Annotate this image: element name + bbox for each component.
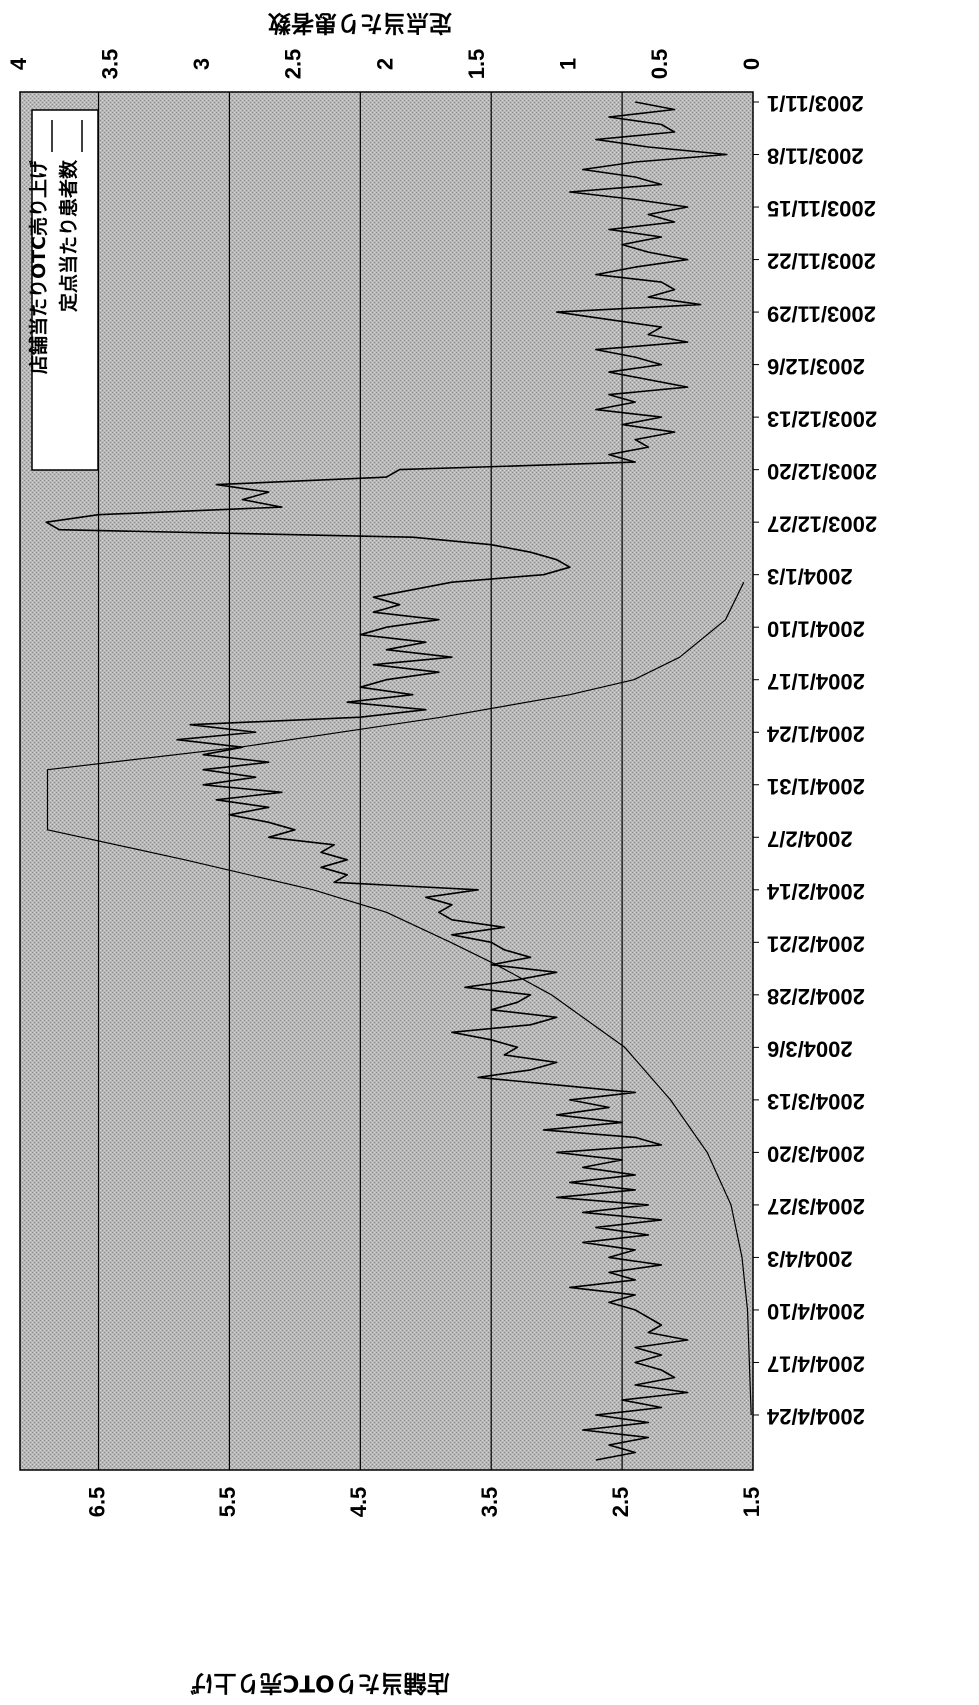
x-tick-label: 2004/4/17 <box>767 1352 865 1377</box>
left-axis-tick-label: 5.5 <box>215 1487 240 1518</box>
left-axis-tick-label: 3.5 <box>477 1487 502 1518</box>
right-axis-tick-label: 2.5 <box>281 49 306 80</box>
x-tick-label: 2004/1/31 <box>767 774 865 799</box>
series-line-otc-sales <box>45 101 728 1461</box>
x-tick-label: 2003/11/22 <box>767 249 876 274</box>
x-tick-label: 2003/11/15 <box>767 196 876 221</box>
legend: 店舗当たりOTC売り上げ 定点当たり患者数 <box>27 109 99 471</box>
left-axis-tick-label: 6.5 <box>84 1487 109 1518</box>
x-tick-label: 2004/2/14 <box>766 879 865 904</box>
plot-area <box>19 91 754 1471</box>
right-axis-tick-label: 3.5 <box>97 49 122 80</box>
x-tick-label: 2004/3/20 <box>767 1142 865 1167</box>
right-axis-tick-label: 2 <box>372 58 397 70</box>
x-tick-label: 2003/11/1 <box>767 91 864 116</box>
right-axis-tick-label: 1.5 <box>464 49 489 80</box>
x-axis-ticks: 2003/11/1 2003/11/8 2003/11/15 2003/11/22 20… <box>753 91 877 1429</box>
x-tick-label: 2004/3/6 <box>767 1037 853 1062</box>
left-axis-ticks: 1.5 2.5 3.5 4.5 5.5 6.5 <box>84 1487 763 1518</box>
left-axis-tick-label: 1.5 <box>739 1487 764 1518</box>
left-axis-title: 店舗当たりOTC売り上げ <box>189 1670 449 1696</box>
legend-label-otc: 店舗当たりOTC売り上げ <box>27 159 50 374</box>
x-tick-label: 2003/11/29 <box>767 301 876 326</box>
right-axis-tick-label: 3 <box>189 58 214 70</box>
x-tick-label: 2004/4/10 <box>767 1299 865 1324</box>
x-tick-label: 2003/12/20 <box>767 459 877 484</box>
right-axis-tick-label: 0.5 <box>647 49 672 80</box>
left-axis-tick-label: 2.5 <box>608 1487 633 1518</box>
x-tick-label: 2004/1/3 <box>767 564 853 589</box>
right-axis-tick-label: 1 <box>556 58 581 70</box>
x-tick-label: 2003/11/8 <box>767 144 864 169</box>
series-lines <box>45 101 752 1461</box>
x-tick-label: 2004/3/27 <box>767 1194 865 1219</box>
legend-box <box>31 109 99 471</box>
left-axis-tick-label: 4.5 <box>346 1487 371 1518</box>
x-tick-label: 2004/3/13 <box>767 1089 865 1114</box>
x-tick-label: 2004/4/3 <box>767 1247 853 1272</box>
right-axis-ticks: 0 0.5 1 1.5 2 2.5 3 3.5 4 <box>6 49 764 80</box>
x-tick-label: 2004/2/28 <box>767 984 865 1009</box>
right-axis-tick-label: 4 <box>6 57 31 70</box>
legend-label-patients: 定点当たり患者数 <box>57 159 80 312</box>
x-tick-label: 2004/2/21 <box>767 931 865 956</box>
x-tick-label: 2004/1/10 <box>767 616 865 641</box>
x-tick-label: 2004/4/24 <box>766 1404 865 1429</box>
x-tick-label: 2004/1/17 <box>767 669 865 694</box>
x-tick-label: 2003/12/27 <box>767 511 877 536</box>
series-line-patients <box>46 581 752 1416</box>
right-axis-title: 定点当たり患者数 <box>267 10 452 37</box>
right-axis-tick-label: 0 <box>739 58 764 70</box>
x-tick-label: 2004/1/24 <box>766 721 865 746</box>
x-tick-label: 2003/12/6 <box>767 354 865 379</box>
x-tick-label: 2004/2/7 <box>767 826 853 851</box>
x-tick-label: 2003/12/13 <box>767 406 877 431</box>
